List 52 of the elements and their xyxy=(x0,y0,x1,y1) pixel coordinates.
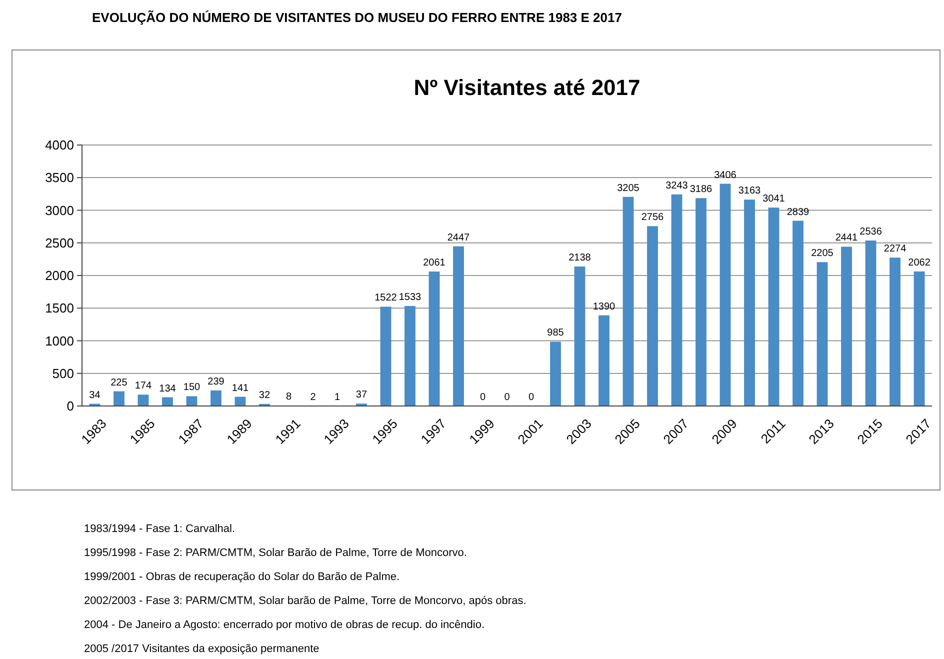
data-label: 134 xyxy=(159,383,176,394)
data-label: 1390 xyxy=(592,301,616,312)
data-label: 150 xyxy=(183,382,201,394)
y-tick-label: 2000 xyxy=(45,268,74,284)
text: 2005 /2017 Visitantes da exposição permanente xyxy=(84,643,320,655)
data-label: 2062 xyxy=(908,257,931,268)
data-label: 0 xyxy=(528,392,534,403)
y-tick-label: 3500 xyxy=(45,170,74,186)
data-label: 2 xyxy=(310,392,316,403)
data-label: 2205 xyxy=(811,248,834,260)
y-tick-label: 2500 xyxy=(45,235,74,250)
y-tick-label: 1500 xyxy=(45,300,74,316)
data-label: 225 xyxy=(110,377,128,388)
data-label: 2441 xyxy=(835,232,858,244)
chart-subtitle: Nº Visitantes até 2017 xyxy=(414,75,640,100)
y-tick-label: 1000 xyxy=(45,333,74,348)
data-label: 2061 xyxy=(423,258,446,269)
text: 1999/2001 - Obras de recuperação do Solar do Barão de Palme. xyxy=(84,571,400,583)
data-label: 985 xyxy=(547,328,564,339)
data-label: 0 xyxy=(480,392,486,403)
data-label: 37 xyxy=(356,390,368,401)
y-tick-label: 0 xyxy=(66,398,74,414)
text: 2004 - De Janeiro a Agosto: encerrado por motivo de obras de recup. do incêndio. xyxy=(84,619,485,631)
data-label: 239 xyxy=(208,376,225,388)
data-label: 174 xyxy=(134,380,152,392)
data-label: 3406 xyxy=(714,170,737,181)
data-label: 3186 xyxy=(690,184,713,196)
data-label: 2536 xyxy=(860,226,882,238)
data-label: 0 xyxy=(504,392,510,403)
data-label: 2756 xyxy=(641,212,664,224)
chart-title: EVOLUÇÃO DO NÚMERO DE VISITANTES DO MUSEU DO FERRO ENTRE 1983 E 2017 xyxy=(92,10,622,25)
text: 1995/1998 - Fase 2: PARM/CMTM, Solar Barão de Palme, Torre de Moncorvo. xyxy=(84,547,467,559)
y-tick-label: 3000 xyxy=(45,202,74,218)
data-label: 2274 xyxy=(884,244,907,255)
data-label: 3163 xyxy=(738,186,762,197)
data-label: 2839 xyxy=(786,206,810,218)
data-label: 34 xyxy=(89,390,101,401)
data-label: 2138 xyxy=(568,252,592,264)
y-tick-label: 4000 xyxy=(45,138,74,153)
data-label: 3205 xyxy=(617,182,640,194)
data-label: 3243 xyxy=(666,180,688,192)
data-label: 1522 xyxy=(374,292,398,304)
data-label: 1 xyxy=(334,392,340,403)
y-tick-label: 500 xyxy=(52,366,74,381)
data-label: 141 xyxy=(232,382,250,394)
text: 1983/1994 - Fase 1: Carvalhal. xyxy=(84,523,236,535)
data-label: 1533 xyxy=(398,292,422,303)
data-label: 2447 xyxy=(447,232,470,244)
text: 2002/2003 - Fase 3: PARM/CMTM, Solar barão de Palme, Torre de Moncorvo, após obras. xyxy=(84,595,526,607)
data-label: 8 xyxy=(286,391,292,402)
data-label: 3041 xyxy=(762,194,786,205)
data-label: 32 xyxy=(258,390,270,401)
